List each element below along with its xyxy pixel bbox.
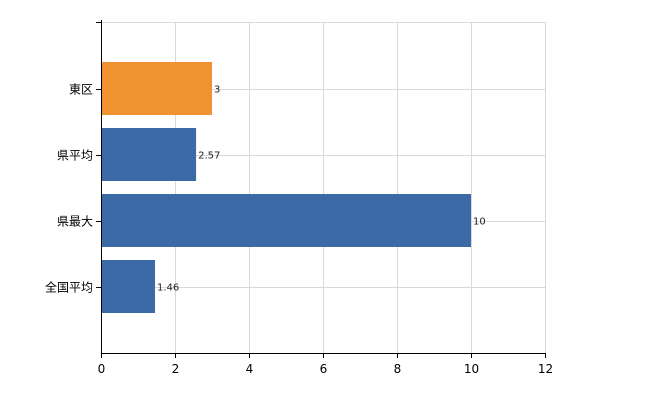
bar bbox=[101, 128, 197, 181]
bar bbox=[101, 194, 471, 247]
x-tick-label: 0 bbox=[98, 362, 106, 376]
data-label: 1.46 bbox=[157, 283, 179, 294]
y-tick-label: 東区 bbox=[69, 83, 93, 97]
x-tick-label: 12 bbox=[538, 362, 553, 376]
x-tick-label: 6 bbox=[320, 362, 328, 376]
y-tick-label: 県平均 bbox=[57, 149, 93, 163]
x-tick-label: 4 bbox=[246, 362, 254, 376]
data-label: 3 bbox=[214, 85, 220, 96]
bar bbox=[101, 62, 212, 115]
x-tick-label: 10 bbox=[464, 362, 479, 376]
y-tick-label: 全国平均 bbox=[45, 280, 93, 295]
bar bbox=[101, 260, 156, 313]
y-tick-label: 県最大 bbox=[57, 215, 93, 229]
data-label: 10 bbox=[473, 217, 486, 228]
x-tick-label: 8 bbox=[394, 362, 402, 376]
data-label: 2.57 bbox=[198, 151, 220, 162]
x-tick-label: 2 bbox=[172, 362, 180, 376]
